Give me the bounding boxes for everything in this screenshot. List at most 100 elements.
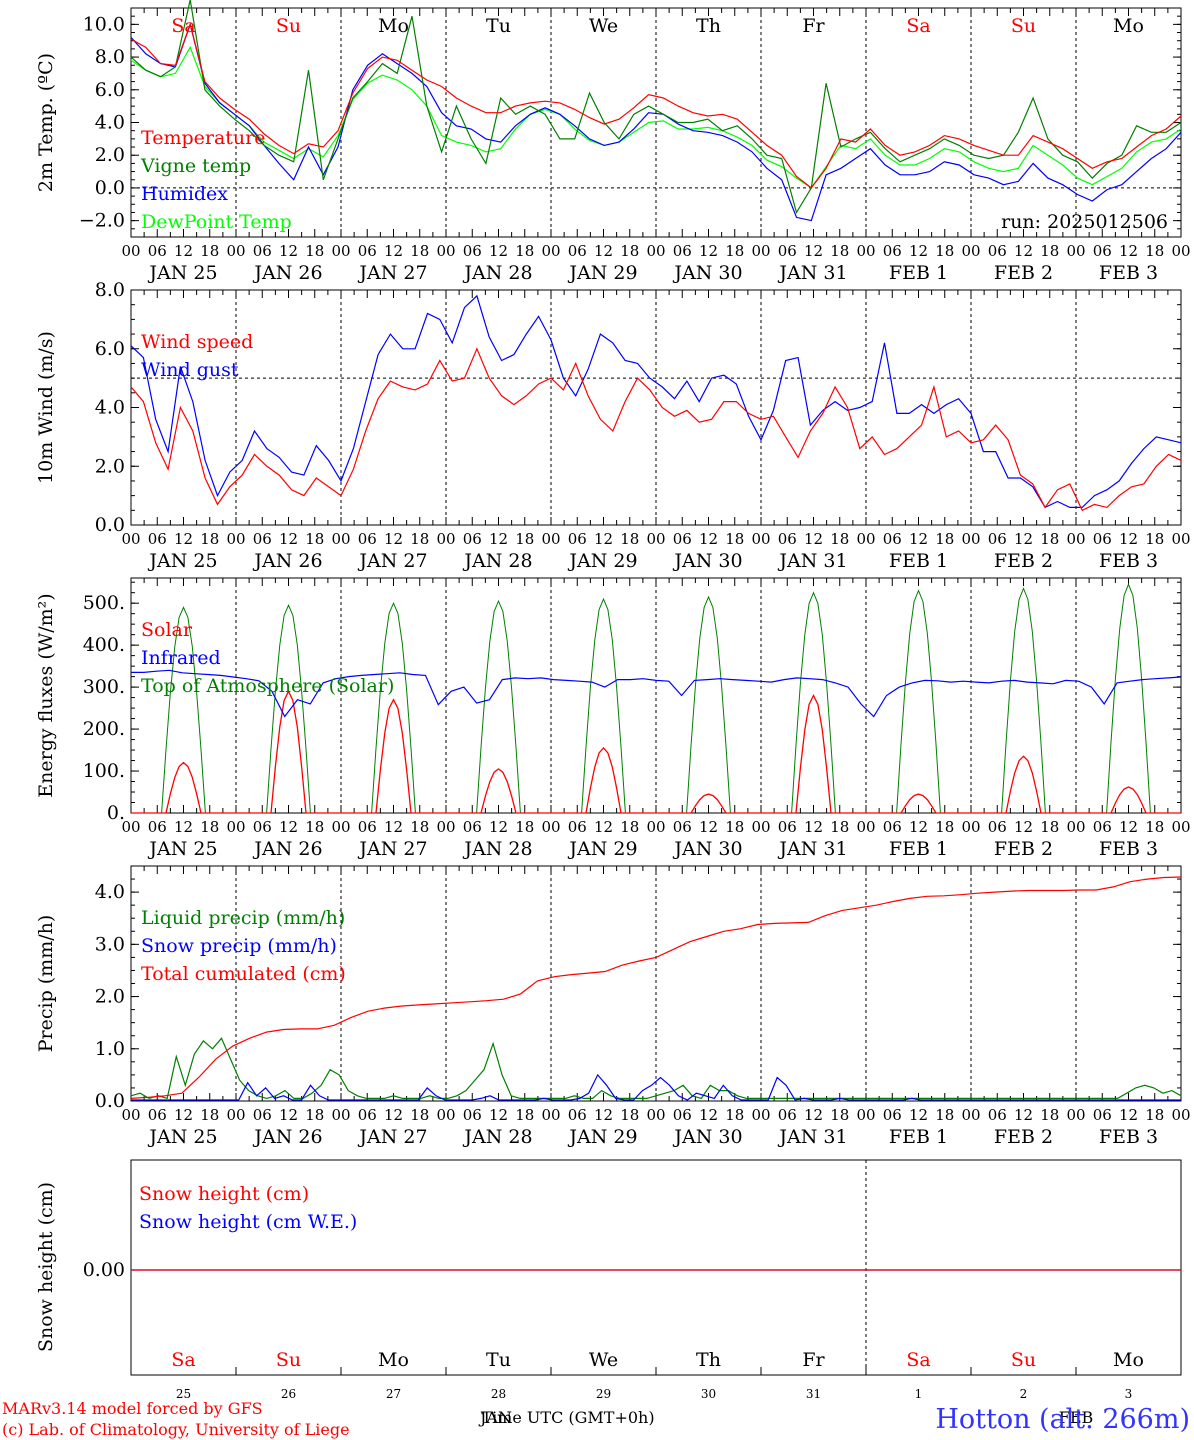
hour-tick-label: 12: [699, 818, 718, 836]
y-tick-label: 8.0: [95, 279, 125, 301]
hour-tick-label: 18: [725, 530, 744, 548]
hour-tick-label: 18: [305, 242, 324, 260]
y-tick-label: 2.0: [95, 144, 125, 166]
hour-tick-label: 12: [1014, 1106, 1033, 1124]
date-label: JAN 28: [462, 262, 532, 284]
day-number-label: 2: [1020, 1387, 1028, 1401]
day-of-week-label: Su: [276, 1349, 301, 1371]
hour-tick-label: 06: [673, 1106, 692, 1124]
hour-tick-label: 18: [200, 818, 219, 836]
hour-tick-label: 18: [830, 818, 849, 836]
hour-tick-label: 18: [200, 242, 219, 260]
hour-tick-label: 18: [515, 1106, 534, 1124]
date-label: FEB 2: [994, 550, 1053, 572]
date-label: JAN 29: [567, 550, 637, 572]
date-label: JAN 26: [252, 1126, 322, 1148]
hour-tick-label: 18: [1145, 530, 1164, 548]
series-line: [131, 669, 1182, 718]
hour-tick-label: 12: [594, 818, 613, 836]
hour-tick-label: 00: [1171, 818, 1190, 836]
hour-tick-label: 00: [226, 1106, 245, 1124]
hour-tick-label: 18: [305, 818, 324, 836]
series-line: [130, 1037, 1182, 1100]
y-tick-label: 3.0: [95, 933, 125, 955]
hour-tick-label: 00: [436, 530, 455, 548]
hour-tick-label: 00: [961, 530, 980, 548]
month-label: JAN: [478, 1408, 512, 1427]
hour-tick-label: 06: [778, 818, 797, 836]
date-label: JAN 30: [672, 838, 742, 860]
y-tick-label: 1.0: [95, 1038, 125, 1060]
hour-tick-label: 06: [1093, 818, 1112, 836]
hour-tick-label: 12: [804, 1106, 823, 1124]
hour-tick-label: 00: [331, 242, 350, 260]
lab-credit: (c) Lab. of Climatology, University of L…: [2, 1420, 350, 1439]
hour-tick-label: 00: [1171, 1106, 1190, 1124]
hour-tick-label: 06: [883, 818, 902, 836]
hour-tick-label: 00: [121, 818, 140, 836]
y-axis-label: 10m Wind (m/s): [35, 331, 57, 484]
hour-tick-label: 00: [856, 530, 875, 548]
date-label: JAN 26: [252, 262, 322, 284]
date-label: FEB 3: [1099, 262, 1158, 284]
hour-tick-label: 00: [1066, 1106, 1085, 1124]
hour-tick-label: 12: [909, 242, 928, 260]
date-label: JAN 31: [777, 262, 847, 284]
date-label: JAN 25: [147, 262, 217, 284]
y-axis-label: Snow height (cm): [35, 1182, 57, 1352]
y-tick-label: 8.0: [95, 46, 125, 68]
hour-tick-label: 06: [253, 1106, 272, 1124]
hour-tick-label: 12: [279, 530, 298, 548]
hour-tick-label: 00: [961, 818, 980, 836]
y-tick-label: 0.0: [95, 514, 125, 536]
hour-tick-label: 00: [646, 242, 665, 260]
hour-tick-label: 12: [1014, 530, 1033, 548]
hour-tick-label: 18: [1040, 818, 1059, 836]
hour-tick-label: 18: [1145, 818, 1164, 836]
y-axis-label: Precip (mm/h): [35, 915, 57, 1053]
hour-tick-label: 00: [121, 530, 140, 548]
hour-tick-label: 18: [410, 1106, 429, 1124]
day-number-label: 28: [491, 1387, 506, 1401]
hour-tick-label: 00: [1171, 242, 1190, 260]
hour-tick-label: 06: [148, 818, 167, 836]
legend-entry: Snow height (cm): [139, 1183, 309, 1205]
hour-tick-label: 12: [909, 530, 928, 548]
y-axis-label: 2m Temp. (ºC): [35, 53, 57, 192]
hour-tick-label: 06: [1093, 530, 1112, 548]
hour-tick-label: 12: [1014, 242, 1033, 260]
y-tick-label: 6.0: [95, 338, 125, 360]
date-label: JAN 28: [462, 838, 532, 860]
legend-entry: Snow precip (mm/h): [141, 935, 337, 957]
y-tick-label: 4.0: [95, 112, 125, 134]
hour-tick-label: 06: [463, 818, 482, 836]
y-tick-label: 500.: [83, 592, 125, 614]
panel-1: [130, 7, 1182, 238]
legend-entry: Snow height (cm W.E.): [139, 1211, 357, 1233]
hour-tick-label: 00: [121, 242, 140, 260]
hour-tick-label: 06: [778, 1106, 797, 1124]
date-label: JAN 27: [357, 838, 427, 860]
hour-tick-label: 06: [463, 1106, 482, 1124]
hour-tick-label: 06: [253, 530, 272, 548]
hour-tick-label: 06: [253, 818, 272, 836]
series-line: [130, 347, 1182, 512]
hour-tick-label: 18: [410, 818, 429, 836]
date-label: JAN 29: [567, 1126, 637, 1148]
y-tick-label: 4.0: [95, 881, 125, 903]
day-of-week-label: Su: [1011, 15, 1036, 37]
hour-tick-label: 12: [1119, 1106, 1138, 1124]
hour-tick-label: 12: [594, 242, 613, 260]
day-of-week-label: Su: [1011, 1349, 1036, 1371]
hour-tick-label: 12: [174, 818, 193, 836]
y-axis-label: Energy fluxes (W/m²): [35, 593, 57, 797]
y-tick-label: 0.00: [83, 1259, 125, 1281]
date-label: JAN 31: [777, 838, 847, 860]
day-number-label: 30: [701, 1387, 716, 1401]
hour-tick-label: 18: [410, 530, 429, 548]
day-of-week-label: Mo: [378, 1349, 409, 1371]
legend-entry: DewPoint Temp: [141, 211, 292, 233]
day-of-week-label: Sa: [906, 15, 930, 37]
date-label: FEB 3: [1099, 838, 1158, 860]
